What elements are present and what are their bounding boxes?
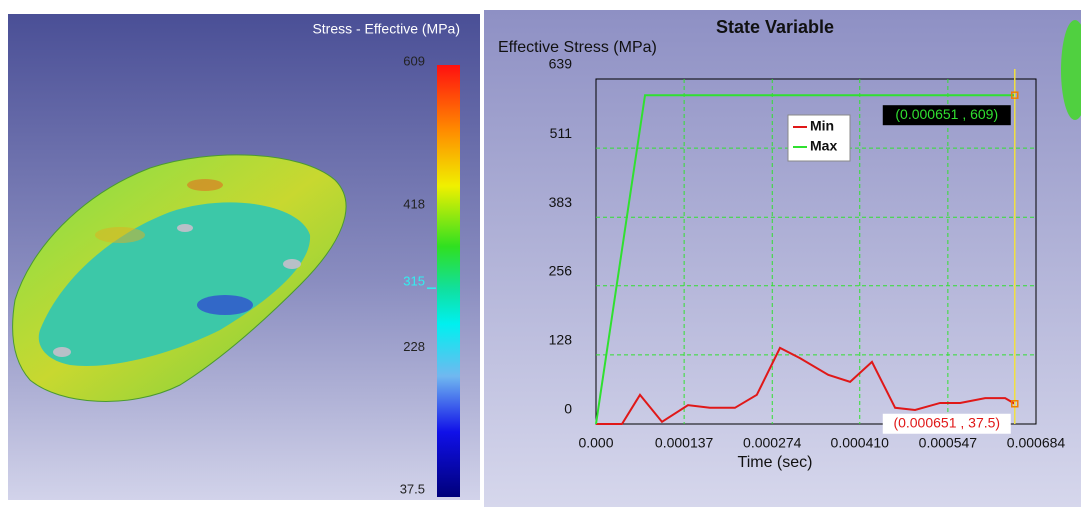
y-tick-label: 0 — [564, 401, 572, 417]
y-tick-label: 511 — [550, 125, 573, 141]
x-axis-label: Time (sec) — [738, 454, 813, 471]
screen: Stress - Effective (MPa) State Variable … — [0, 0, 1081, 507]
legend-title: Stress - Effective (MPa) — [312, 21, 460, 37]
y-tick-label: 383 — [549, 194, 573, 210]
colorbar — [437, 65, 460, 497]
legend-label: Min — [810, 118, 834, 134]
colorbar-tick-label: 418 — [403, 196, 425, 211]
legend-label: Max — [810, 138, 837, 154]
x-tick-label: 0.000 — [578, 435, 613, 451]
annotation: (0.000651 , 609) — [895, 106, 998, 122]
y-tick-label: 256 — [549, 262, 573, 278]
y-tick-label: 128 — [549, 332, 573, 348]
x-tick-label: 0.000684 — [1007, 435, 1066, 451]
colorbar-tick-label: 37.5 — [400, 481, 425, 496]
x-tick-label: 0.000137 — [655, 435, 714, 451]
x-tick-label: 0.000547 — [919, 435, 978, 451]
colorbar-tick-label: 609 — [403, 53, 425, 68]
x-tick-label: 0.000410 — [831, 435, 890, 451]
x-tick-label: 0.000274 — [743, 435, 802, 451]
y-tick-label: 639 — [549, 56, 573, 72]
colorbar-tick-label: 228 — [403, 339, 425, 354]
annotation: (0.000651 , 37.5) — [893, 414, 1000, 430]
colorbar-current-value: 315 — [403, 274, 425, 289]
chart-title: State Variable — [716, 17, 834, 37]
y-axis-label: Effective Stress (MPa) — [498, 39, 657, 56]
